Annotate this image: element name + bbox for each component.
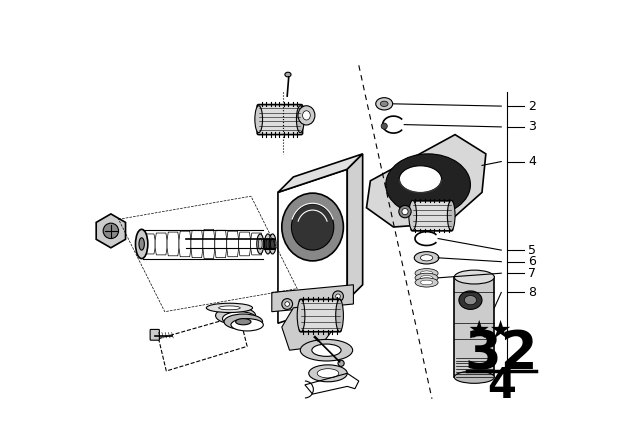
Circle shape: [336, 294, 340, 299]
Ellipse shape: [454, 371, 494, 383]
Ellipse shape: [459, 291, 482, 310]
Circle shape: [103, 223, 118, 238]
Polygon shape: [167, 232, 179, 256]
Polygon shape: [96, 214, 125, 248]
Ellipse shape: [231, 319, 263, 331]
Ellipse shape: [317, 369, 339, 378]
Text: 7: 7: [528, 267, 536, 280]
Ellipse shape: [216, 307, 255, 324]
Ellipse shape: [415, 278, 438, 287]
Ellipse shape: [376, 98, 393, 110]
Polygon shape: [179, 231, 191, 257]
Ellipse shape: [300, 340, 353, 361]
Ellipse shape: [223, 312, 257, 326]
Circle shape: [381, 123, 387, 129]
Polygon shape: [227, 231, 239, 257]
Bar: [454, 277, 494, 377]
Ellipse shape: [296, 106, 304, 133]
Polygon shape: [251, 233, 262, 255]
Text: 2: 2: [528, 99, 536, 112]
Polygon shape: [278, 154, 363, 192]
Polygon shape: [143, 234, 155, 254]
Ellipse shape: [420, 276, 433, 280]
Ellipse shape: [303, 111, 310, 120]
Ellipse shape: [464, 296, 477, 305]
Ellipse shape: [386, 154, 470, 215]
Text: ★★: ★★: [467, 319, 512, 343]
Ellipse shape: [415, 269, 438, 278]
Ellipse shape: [219, 306, 240, 310]
Polygon shape: [272, 285, 353, 312]
Text: 3: 3: [528, 121, 536, 134]
Text: 8: 8: [528, 286, 536, 299]
Polygon shape: [278, 169, 348, 323]
Polygon shape: [367, 134, 486, 227]
Polygon shape: [348, 154, 363, 300]
FancyBboxPatch shape: [150, 329, 159, 340]
Ellipse shape: [136, 229, 148, 258]
Ellipse shape: [297, 299, 305, 332]
Polygon shape: [155, 233, 167, 255]
Ellipse shape: [139, 238, 145, 250]
Text: 4: 4: [487, 366, 516, 407]
Polygon shape: [239, 232, 251, 256]
Ellipse shape: [298, 106, 315, 125]
Circle shape: [402, 208, 408, 215]
Ellipse shape: [308, 365, 348, 382]
Ellipse shape: [447, 200, 455, 230]
Ellipse shape: [264, 234, 271, 254]
Ellipse shape: [454, 270, 494, 284]
Polygon shape: [203, 229, 215, 258]
Ellipse shape: [336, 299, 344, 332]
Circle shape: [285, 302, 289, 306]
Ellipse shape: [409, 200, 417, 230]
Ellipse shape: [285, 72, 291, 77]
FancyBboxPatch shape: [300, 299, 341, 332]
Ellipse shape: [224, 314, 262, 329]
FancyBboxPatch shape: [411, 201, 452, 231]
Circle shape: [282, 299, 292, 310]
Ellipse shape: [291, 204, 334, 250]
Text: 5: 5: [528, 244, 536, 257]
Polygon shape: [282, 304, 332, 350]
Circle shape: [399, 206, 411, 218]
Text: 4: 4: [528, 155, 536, 168]
FancyBboxPatch shape: [257, 104, 303, 134]
Ellipse shape: [338, 360, 344, 366]
Text: 6: 6: [528, 255, 536, 268]
Ellipse shape: [206, 303, 253, 313]
Ellipse shape: [420, 255, 433, 261]
Ellipse shape: [420, 271, 433, 276]
Ellipse shape: [269, 234, 276, 254]
Circle shape: [333, 291, 344, 302]
Ellipse shape: [415, 273, 438, 282]
Ellipse shape: [282, 193, 344, 261]
Ellipse shape: [399, 166, 442, 193]
Ellipse shape: [414, 252, 439, 264]
Polygon shape: [215, 230, 227, 258]
Ellipse shape: [257, 234, 264, 254]
Ellipse shape: [236, 319, 251, 325]
Ellipse shape: [312, 344, 341, 356]
Ellipse shape: [420, 280, 433, 285]
Polygon shape: [191, 230, 203, 258]
Text: 32: 32: [465, 328, 538, 380]
Ellipse shape: [255, 106, 262, 133]
Ellipse shape: [380, 101, 388, 107]
